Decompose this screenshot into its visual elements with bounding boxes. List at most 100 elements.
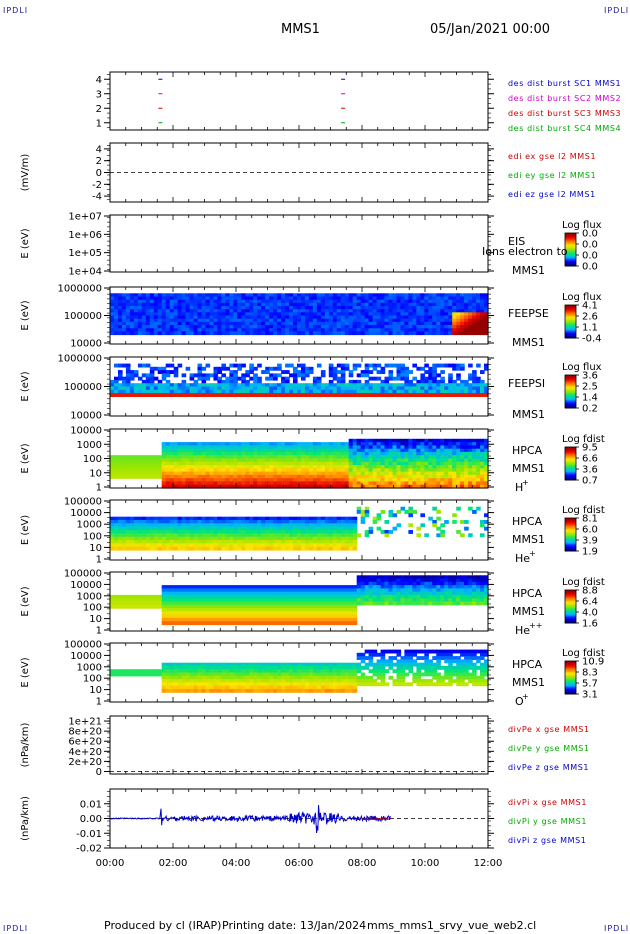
- spectrogram-cell: [420, 306, 425, 310]
- spectrogram-cell: [277, 468, 282, 473]
- spectrogram-cell: [273, 523, 278, 528]
- spectrogram-cell: [340, 523, 346, 528]
- spectrogram-cell: [476, 451, 481, 456]
- spectrogram-cell: [114, 309, 119, 313]
- spectrogram-cell: [444, 468, 449, 473]
- spectrogram-cell: [400, 370, 406, 374]
- spectrogram-cell: [169, 621, 175, 626]
- spectrogram-cell: [177, 315, 183, 320]
- spectrogram-cell: [201, 309, 207, 313]
- spectrogram-cell: [332, 481, 338, 486]
- spectrogram-cell: [137, 386, 143, 391]
- spectrogram-cell: [157, 530, 163, 534]
- spectrogram-cell: [241, 536, 246, 541]
- spectrogram-cell: [432, 484, 437, 489]
- spectrogram-cell: [376, 370, 382, 374]
- spectrogram-cell: [118, 389, 123, 394]
- spectrogram-cell: [269, 468, 274, 473]
- colorbar-tick-label: 6.0: [582, 525, 598, 536]
- spectrogram-cell: [384, 389, 390, 394]
- spectrogram-cell: [265, 306, 270, 310]
- spectrogram-cell: [328, 540, 334, 544]
- spectrogram-cell: [456, 363, 461, 368]
- spectrogram-cell: [149, 328, 155, 332]
- spectrogram-cell: [344, 445, 350, 450]
- spectrogram-cell: [424, 465, 429, 469]
- colorbar-segment: [565, 388, 576, 391]
- spectrogram-cell: [472, 478, 477, 483]
- y-tick-label: 1e+04: [68, 267, 102, 278]
- spectrogram-cell: [332, 370, 338, 374]
- spectrogram-cell: [324, 315, 330, 320]
- corner-label-top-left: IPDLI: [3, 6, 29, 15]
- spectrogram-cell: [380, 455, 386, 460]
- spectrogram-cell: [249, 306, 254, 310]
- spectrogram-cell: [436, 293, 441, 298]
- spectrogram-cell: [237, 468, 242, 473]
- spectrogram-cell: [118, 455, 123, 460]
- spectrogram-cell: [476, 458, 481, 463]
- spectrogram-cell: [153, 533, 159, 538]
- spectrogram-cell: [448, 465, 453, 469]
- spectrogram-cell: [129, 318, 135, 323]
- spectrogram-cell: [400, 481, 406, 486]
- spectrogram-cell: [301, 331, 306, 336]
- instrument-label: HPCA: [512, 444, 543, 457]
- spectrogram-cell: [129, 376, 135, 381]
- spectrogram-cell: [165, 594, 171, 599]
- colorbar-segment: [565, 335, 576, 338]
- spectrogram-cell: [348, 468, 354, 473]
- spectrogram-cell: [197, 458, 203, 463]
- spectrogram-cell: [233, 468, 238, 473]
- spectrogram-cell: [336, 546, 342, 551]
- spectrogram-cell: [261, 296, 266, 301]
- spectrogram-cell: [273, 484, 278, 489]
- spectrogram-cell: [205, 393, 211, 397]
- spectrogram-cell: [129, 461, 135, 466]
- spectrogram-cell: [352, 363, 358, 368]
- spectrogram-cell: [408, 393, 413, 397]
- spectrogram-cell: [125, 471, 131, 476]
- spectrogram-cell: [456, 373, 461, 378]
- spectrogram-cell: [169, 526, 175, 531]
- spectrogram-cell: [181, 442, 187, 446]
- spectrogram-cell: [277, 321, 282, 326]
- spectrogram-cell: [440, 530, 445, 534]
- spectrogram-cell: [320, 546, 326, 551]
- spectrogram-cell: [305, 299, 310, 304]
- spectrogram-cell: [225, 598, 230, 603]
- spectrogram-cell: [114, 379, 119, 384]
- spectrogram-cell: [388, 461, 394, 466]
- spectrogram-cell: [149, 370, 155, 374]
- spectrogram-cell: [189, 393, 195, 397]
- spectrogram-cell: [201, 598, 207, 603]
- spectrogram-cell: [384, 383, 390, 388]
- spectrogram-cell: [364, 465, 370, 469]
- spectrogram-cell: [424, 321, 429, 326]
- spectrogram-cell: [141, 520, 147, 524]
- spectrogram-cell: [277, 383, 282, 388]
- spectrogram-cell: [476, 296, 481, 301]
- spectrogram-cell: [476, 318, 481, 323]
- spectrogram-cell: [141, 363, 147, 368]
- spectrogram-cell: [436, 389, 441, 394]
- spectrogram-cell: [201, 321, 207, 326]
- spectrogram-cell: [133, 373, 139, 378]
- spectrogram-cell: [460, 325, 465, 329]
- spectrogram-cell: [253, 526, 258, 531]
- colorbar-segment: [565, 403, 576, 406]
- spectrogram-cell: [165, 530, 171, 534]
- spectrogram-cell: [197, 448, 203, 453]
- spectrogram-cell: [221, 468, 226, 473]
- spectrogram-cell: [480, 293, 485, 298]
- spectrogram-cell: [145, 318, 151, 323]
- spectrogram-cell: [360, 438, 366, 443]
- spectrogram-cell: [432, 389, 437, 394]
- spectrogram-cell: [257, 386, 262, 391]
- spectrogram-cell: [404, 321, 409, 326]
- spectrogram-cell: [229, 543, 234, 548]
- spectrogram-cell: [468, 481, 473, 486]
- spectrogram-cell: [476, 376, 481, 381]
- spectrogram-cell: [484, 438, 489, 443]
- spectrogram-cell: [444, 328, 449, 332]
